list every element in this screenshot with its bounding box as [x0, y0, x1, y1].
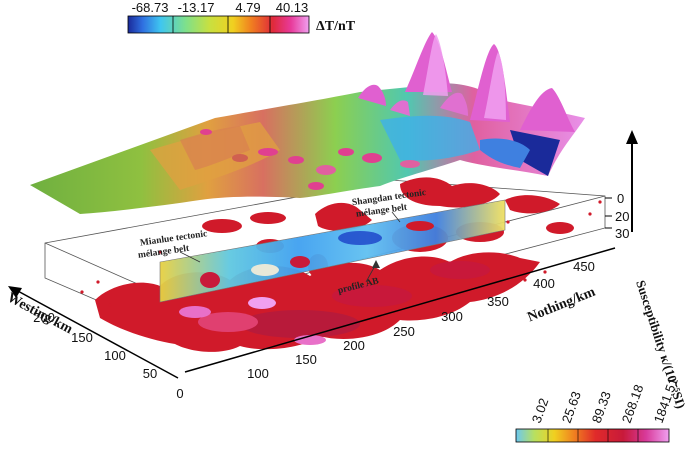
- susceptibility-bodies: [80, 177, 602, 352]
- bottom-colorbar: 3.02 25.63 89.33 268.18 1841.51 Suscepti…: [515, 278, 689, 443]
- northing-tick: 100: [247, 366, 269, 381]
- depth-tick: 30: [615, 226, 629, 241]
- northing-tick: 300: [441, 309, 463, 324]
- northing-tick: 450: [573, 259, 595, 274]
- bottom-colorbar-tick: 25.63: [559, 389, 584, 425]
- top-colorbar-tick: 4.79: [235, 0, 260, 15]
- top-colorbar-tick: -13.17: [178, 0, 215, 15]
- magnetic-anomaly-surface: [30, 32, 585, 214]
- westing-tick: 150: [71, 330, 93, 345]
- bottom-colorbar-tick: 89.33: [589, 389, 614, 425]
- top-colorbar-tick: 40.13: [276, 0, 309, 15]
- westing-tick: 100: [104, 348, 126, 363]
- top-colorbar-tick: -68.73: [132, 0, 169, 15]
- northing-tick: 350: [487, 294, 509, 309]
- depth-tick: 20: [615, 209, 629, 224]
- northing-tick: 400: [533, 276, 555, 291]
- top-colorbar: -68.73 -13.17 4.79 40.13 ΔT/nT: [127, 0, 356, 34]
- top-colorbar-ramp: [127, 15, 310, 34]
- northing-tick: 150: [295, 352, 317, 367]
- westing-tick: 0: [176, 386, 183, 401]
- bottom-colorbar-tick: 3.02: [529, 396, 552, 425]
- profile-ab-slice: [159, 199, 506, 303]
- westing-tick: 50: [143, 366, 157, 381]
- depth-tick: 0: [617, 191, 624, 206]
- westing-axis-label: Westing/km: [5, 290, 76, 337]
- bottom-colorbar-tick: 268.18: [619, 383, 647, 425]
- northing-tick: 200: [343, 338, 365, 353]
- top-colorbar-unit: ΔT/nT: [316, 19, 356, 34]
- westing-tick: 200: [33, 310, 55, 325]
- bottom-colorbar-ramp: [515, 428, 670, 443]
- depth-axis: 0 20 30: [605, 130, 638, 241]
- northing-tick: 250: [393, 324, 415, 339]
